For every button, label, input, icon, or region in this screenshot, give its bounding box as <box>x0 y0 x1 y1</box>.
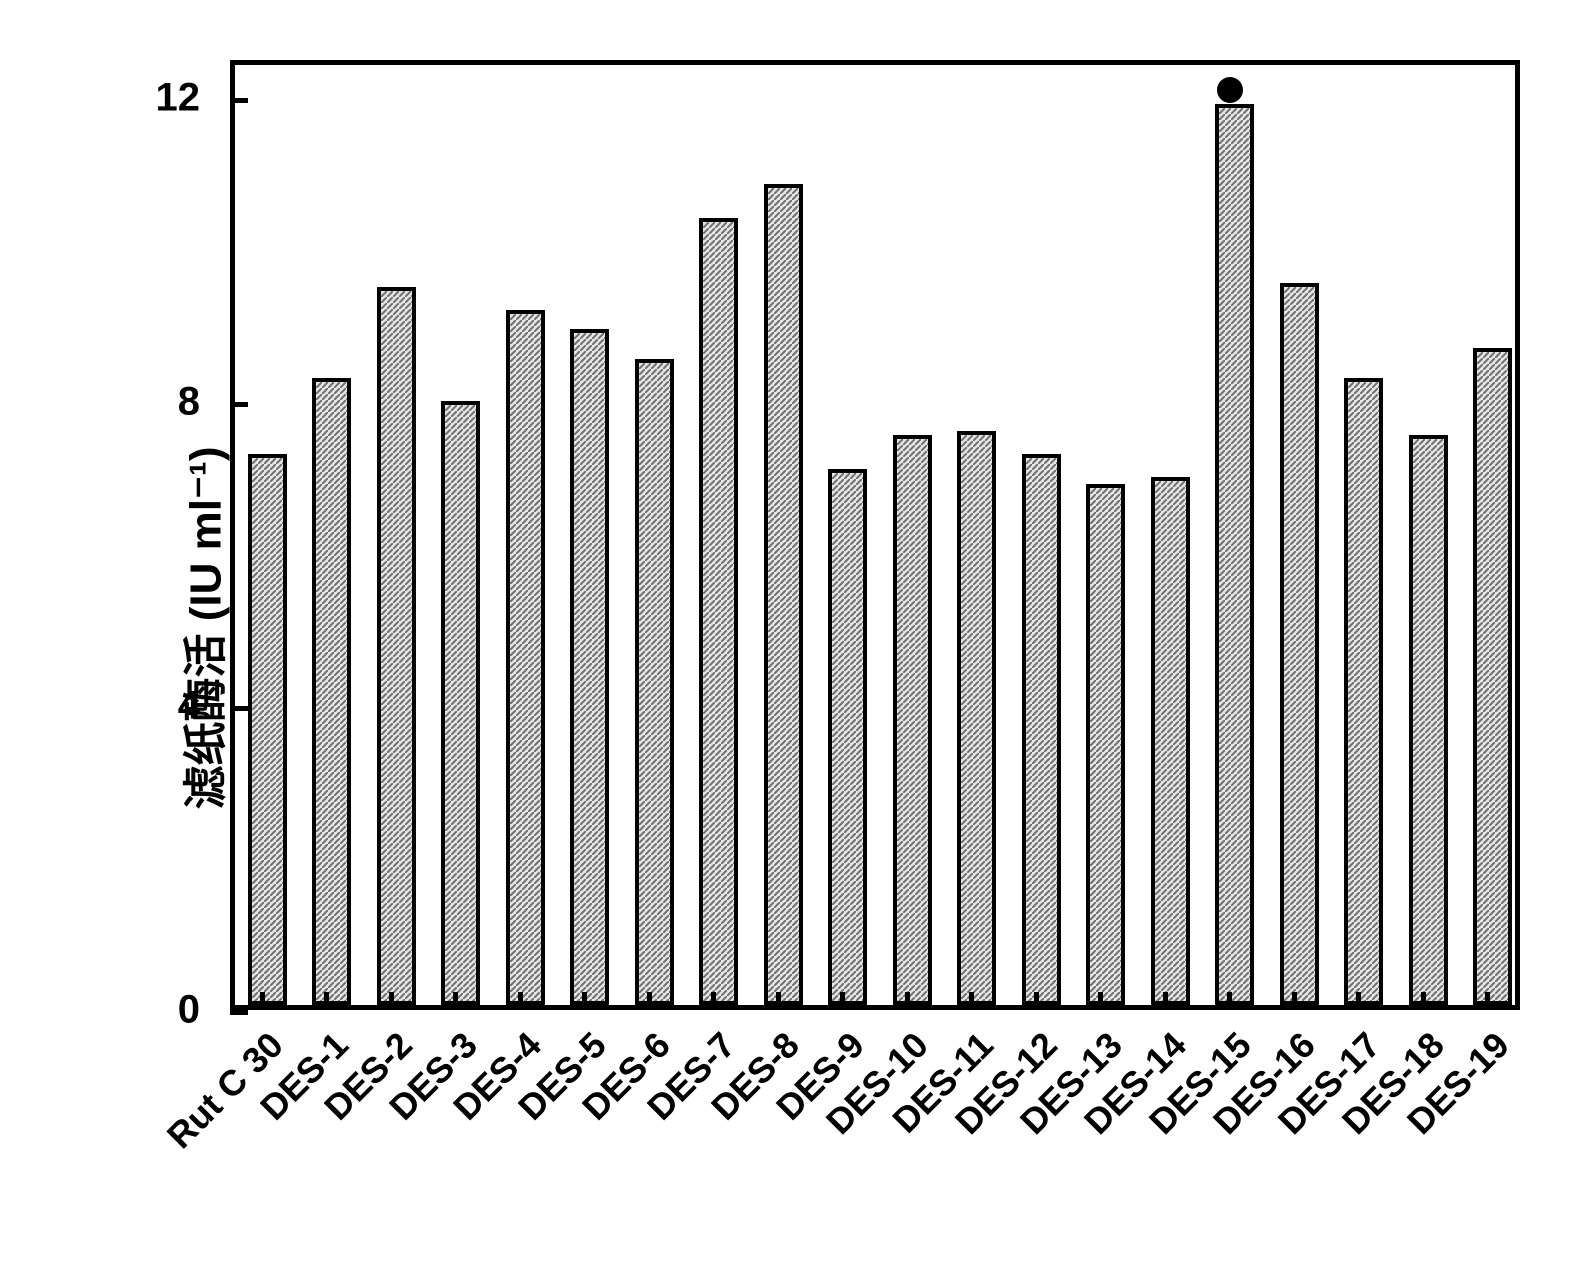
x-tick-mark <box>969 992 974 1010</box>
bar <box>1215 104 1254 1005</box>
x-tick-mark <box>324 992 329 1010</box>
x-tick-mark <box>1485 992 1490 1010</box>
bar <box>1151 477 1190 1005</box>
bar <box>957 431 996 1005</box>
bar <box>764 184 803 1005</box>
x-tick-mark <box>905 992 910 1010</box>
chart-container: 滤纸酶活 (IU ml⁻¹) 04812 Rut C 30DES-1DES-2D… <box>0 0 1596 1256</box>
y-tick-label: 8 <box>178 380 200 425</box>
bar <box>1022 454 1061 1005</box>
x-tick-mark <box>1356 992 1361 1010</box>
bar <box>1280 283 1319 1005</box>
x-tick-mark <box>647 992 652 1010</box>
highlight-marker <box>1217 77 1243 103</box>
bars-layer <box>235 65 1515 1005</box>
x-tick-mark <box>1098 992 1103 1010</box>
bar <box>1409 435 1448 1005</box>
bar <box>635 359 674 1005</box>
bar <box>893 435 932 1005</box>
y-tick-mark <box>230 706 248 711</box>
bar <box>1344 378 1383 1005</box>
x-tick-mark <box>1163 992 1168 1010</box>
x-tick-mark <box>582 992 587 1010</box>
x-tick-mark <box>453 992 458 1010</box>
y-tick-mark <box>230 98 248 103</box>
bar <box>506 310 545 1005</box>
bar <box>312 378 351 1005</box>
y-tick-label: 0 <box>178 988 200 1033</box>
x-tick-mark <box>1034 992 1039 1010</box>
x-tick-mark <box>1421 992 1426 1010</box>
bar <box>1473 348 1512 1005</box>
plot-area <box>230 60 1520 1010</box>
x-tick-mark <box>711 992 716 1010</box>
bar <box>699 218 738 1005</box>
bar <box>377 287 416 1005</box>
x-tick-mark <box>518 992 523 1010</box>
bar <box>570 329 609 1005</box>
bar <box>1086 484 1125 1005</box>
y-tick-label: 4 <box>178 684 200 729</box>
x-tick-mark <box>840 992 845 1010</box>
x-tick-mark <box>260 992 265 1010</box>
x-tick-mark <box>1292 992 1297 1010</box>
y-axis-label: 滤纸酶活 (IU ml⁻¹) <box>169 447 233 810</box>
y-tick-mark <box>230 402 248 407</box>
x-tick-mark <box>1227 992 1232 1010</box>
x-tick-mark <box>776 992 781 1010</box>
bar <box>248 454 287 1005</box>
bar <box>441 401 480 1005</box>
y-tick-mark <box>230 1010 248 1015</box>
y-tick-label: 12 <box>156 76 201 121</box>
x-tick-mark <box>389 992 394 1010</box>
bar <box>828 469 867 1005</box>
